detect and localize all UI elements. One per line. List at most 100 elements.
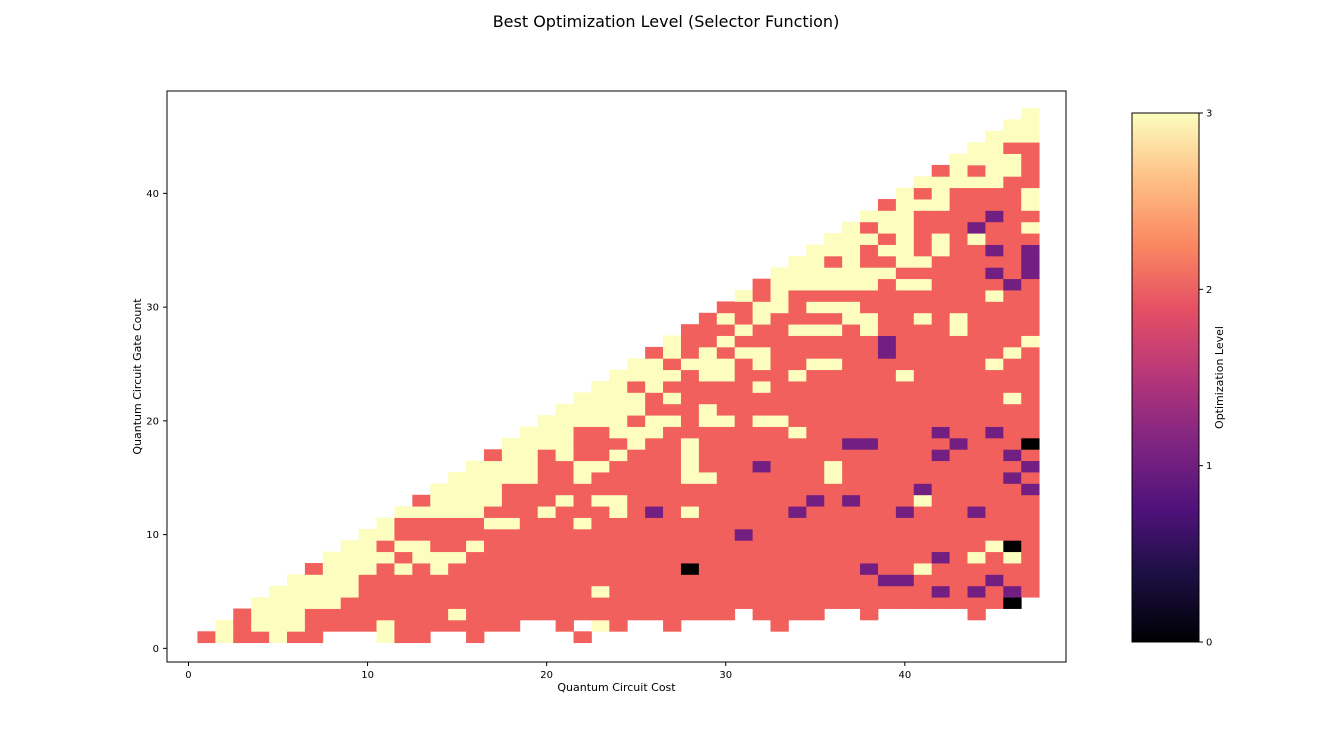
heatmap-cell	[627, 381, 646, 393]
heatmap-cell	[698, 563, 718, 575]
heatmap-cell	[322, 563, 342, 575]
heatmap-cell	[1021, 187, 1040, 200]
heatmap-cell	[985, 494, 1004, 507]
heatmap-cell	[1021, 153, 1040, 166]
heatmap-cell	[877, 335, 897, 348]
heatmap-cell	[609, 608, 628, 621]
heatmap-cell	[806, 335, 825, 348]
heatmap-cell	[394, 540, 413, 553]
heatmap-cell	[949, 415, 968, 427]
heatmap-cell	[949, 381, 968, 393]
heatmap-cell	[466, 631, 485, 644]
heatmap-cell	[752, 449, 771, 462]
heatmap-cell	[860, 255, 879, 268]
heatmap-cell	[967, 233, 986, 245]
heatmap-cell	[645, 483, 664, 496]
heatmap-cell	[680, 483, 700, 496]
heatmap-cell	[645, 528, 664, 541]
heatmap-cell	[985, 528, 1004, 541]
heatmap-cell	[286, 574, 306, 587]
heatmap-cell	[466, 517, 485, 530]
heatmap-cell	[519, 551, 539, 564]
heatmap-cell	[322, 608, 342, 621]
heatmap-cell	[877, 449, 897, 462]
heatmap-cell	[376, 563, 395, 575]
heatmap-cell	[501, 460, 521, 473]
heatmap-cell	[358, 608, 377, 621]
heatmap-cell	[824, 369, 843, 382]
heatmap-cell	[752, 369, 771, 382]
heatmap-cell	[806, 506, 825, 518]
heatmap-cell	[734, 426, 754, 439]
heatmap-cell	[967, 449, 986, 462]
heatmap-cell	[430, 574, 449, 587]
heatmap-cell	[806, 585, 825, 598]
heatmap-cell	[1021, 210, 1040, 223]
heatmap-cell	[985, 210, 1004, 223]
heatmap-cell	[860, 483, 879, 496]
heatmap-cell	[645, 563, 664, 575]
heatmap-cell	[304, 619, 324, 632]
heatmap-cell	[716, 528, 736, 541]
heatmap-cell	[519, 608, 539, 621]
heatmap-cell	[931, 381, 950, 393]
heatmap-cell	[663, 392, 682, 405]
heatmap-cell	[967, 506, 986, 518]
heatmap-cell	[663, 517, 682, 530]
heatmap-cell	[806, 255, 825, 268]
heatmap-cell	[931, 415, 950, 427]
heatmap-cell	[985, 358, 1004, 371]
heatmap-cell	[752, 358, 771, 371]
heatmap-cell	[340, 608, 360, 621]
heatmap-cell	[752, 403, 771, 416]
heatmap-cell	[770, 483, 789, 496]
heatmap-cell	[412, 585, 431, 598]
heatmap-cell	[1021, 108, 1040, 120]
heatmap-cell	[680, 494, 700, 507]
heatmap-cell	[877, 494, 897, 507]
heatmap-cell	[627, 517, 646, 530]
heatmap-cell	[609, 426, 628, 439]
heatmap-cell	[788, 551, 807, 564]
heatmap-cell	[770, 563, 789, 575]
heatmap-cell	[967, 540, 986, 553]
heatmap-cell	[967, 278, 986, 291]
heatmap-cell	[967, 335, 986, 348]
heatmap-cell	[770, 403, 789, 416]
heatmap-cell	[985, 278, 1004, 291]
heatmap-cell	[931, 460, 950, 473]
heatmap-cell	[895, 221, 915, 234]
heatmap-cell	[806, 517, 825, 530]
heatmap-cell	[716, 597, 736, 609]
heatmap-cell	[501, 437, 521, 450]
heatmap-cell	[770, 506, 789, 518]
heatmap-cell	[985, 199, 1004, 211]
heatmap-cell	[842, 267, 861, 280]
heatmap-cell	[842, 221, 861, 234]
heatmap-cell	[985, 176, 1004, 189]
heatmap-cell	[734, 517, 754, 530]
heatmap-cell	[519, 585, 539, 598]
heatmap-cell	[555, 460, 574, 473]
heatmap-cell	[824, 460, 843, 473]
chart-title: Best Optimization Level (Selector Functi…	[493, 12, 840, 31]
heatmap-cell	[680, 551, 700, 564]
heatmap-cell	[842, 597, 861, 609]
heatmap-cell	[860, 346, 879, 359]
heatmap-cell	[806, 369, 825, 382]
heatmap-cell	[466, 574, 485, 587]
heatmap-cell	[698, 381, 718, 393]
heatmap-cell	[501, 506, 521, 518]
heatmap-cell	[770, 597, 789, 609]
heatmap-cell	[591, 381, 610, 393]
heatmap-cell	[591, 426, 610, 439]
heatmap-cell	[215, 631, 234, 644]
heatmap-cell	[788, 267, 807, 280]
heatmap-cell	[842, 426, 861, 439]
heatmap-cell	[430, 597, 449, 609]
heatmap-cell	[949, 563, 968, 575]
heatmap-cell	[860, 608, 879, 621]
heatmap-cell	[824, 392, 843, 405]
heatmap-cell	[824, 301, 843, 314]
heatmap-cell	[967, 563, 986, 575]
